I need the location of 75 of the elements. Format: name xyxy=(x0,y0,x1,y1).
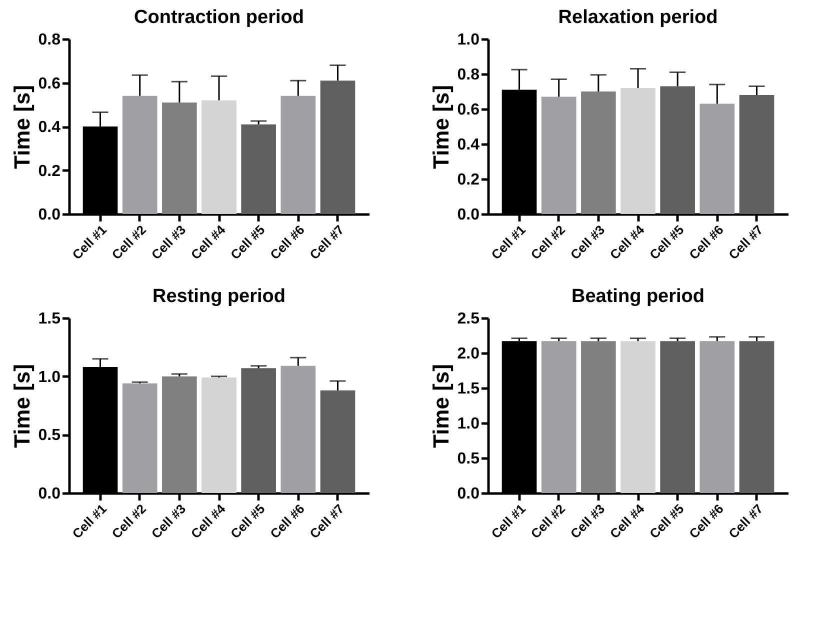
y-tick-label: 1.0 xyxy=(457,32,480,48)
bar xyxy=(581,92,616,214)
x-tick-label: Cell #4 xyxy=(606,222,648,262)
y-tick-label: 0.4 xyxy=(457,136,480,154)
bar xyxy=(320,390,356,493)
bar xyxy=(241,124,276,214)
x-tick-label: Cell #7 xyxy=(306,501,347,542)
x-tick-label: Cell #2 xyxy=(528,222,568,262)
x-tick-label: Cell #2 xyxy=(108,222,150,262)
bar xyxy=(162,376,197,493)
chart-title: Contraction period xyxy=(134,7,304,28)
y-tick-label: 0.6 xyxy=(38,75,61,92)
x-tick-label: Cell #6 xyxy=(686,501,726,542)
x-tick-label: Cell #3 xyxy=(567,222,608,262)
y-tick-label: 1.0 xyxy=(457,416,480,432)
y-axis-title: Time [s] xyxy=(428,364,454,448)
y-tick-label: 0.0 xyxy=(38,206,61,224)
bar xyxy=(739,95,774,214)
x-tick-label: Cell #7 xyxy=(306,222,347,262)
y-tick-label: 0.8 xyxy=(457,66,480,84)
y-tick-label: 0.0 xyxy=(457,486,480,502)
chart-title: Relaxation period xyxy=(558,7,718,28)
bar xyxy=(320,80,356,214)
bar xyxy=(700,104,735,214)
bar xyxy=(202,378,236,493)
y-tick-label: 0.6 xyxy=(457,102,480,118)
y-tick-label: 0.0 xyxy=(457,206,480,224)
y-tick-label: 0.2 xyxy=(457,172,480,188)
y-axis-title: Time [s] xyxy=(9,364,34,448)
x-tick-label: Cell #2 xyxy=(528,501,568,542)
x-tick-label: Cell #1 xyxy=(69,222,110,262)
bar xyxy=(241,368,276,493)
x-tick-label: Cell #7 xyxy=(726,501,766,542)
bar xyxy=(202,100,236,214)
chart-title: Resting period xyxy=(152,286,286,307)
x-tick-label: Cell #1 xyxy=(69,501,110,542)
bar xyxy=(122,383,158,493)
y-tick-label: 0.5 xyxy=(38,427,61,444)
bar xyxy=(620,88,656,214)
x-tick-label: Cell #4 xyxy=(188,500,229,542)
y-tick-label: 0.0 xyxy=(38,486,61,502)
y-tick-label: 2.5 xyxy=(457,310,480,328)
y-tick-label: 0.8 xyxy=(38,32,61,48)
y-axis-title: Time [s] xyxy=(428,85,454,169)
y-tick-label: 0.4 xyxy=(38,119,61,136)
y-tick-label: 0.5 xyxy=(457,450,480,468)
bar xyxy=(122,96,158,214)
y-tick-label: 1.0 xyxy=(38,368,61,386)
x-tick-label: Cell #4 xyxy=(606,500,648,542)
x-tick-label: Cell #7 xyxy=(726,222,766,262)
y-tick-label: 2.0 xyxy=(457,346,480,362)
y-tick-label: 1.5 xyxy=(38,310,61,328)
x-tick-label: Cell #2 xyxy=(108,501,150,542)
y-axis-title: Time [s] xyxy=(9,85,34,169)
bar xyxy=(162,102,197,214)
bar xyxy=(660,86,695,214)
bar xyxy=(541,96,576,214)
y-tick-label: 1.5 xyxy=(457,380,480,398)
x-tick-label: Cell #5 xyxy=(646,222,687,262)
y-tick-label: 0.2 xyxy=(38,162,61,180)
x-tick-label: Cell #6 xyxy=(267,501,308,542)
bar xyxy=(280,366,316,493)
chart-title: Beating period xyxy=(571,286,705,307)
x-tick-label: Cell #4 xyxy=(188,222,229,262)
x-tick-label: Cell #6 xyxy=(686,222,726,262)
x-tick-label: Cell #3 xyxy=(148,222,189,262)
x-tick-label: Cell #5 xyxy=(228,222,268,262)
x-tick-label: Cell #5 xyxy=(228,501,268,542)
x-tick-label: Cell #5 xyxy=(646,501,687,542)
bar xyxy=(280,96,316,214)
x-tick-label: Cell #3 xyxy=(148,501,189,542)
x-tick-label: Cell #1 xyxy=(488,222,528,262)
x-tick-label: Cell #6 xyxy=(267,222,308,262)
x-tick-label: Cell #3 xyxy=(567,501,608,542)
x-tick-label: Cell #1 xyxy=(488,501,528,542)
